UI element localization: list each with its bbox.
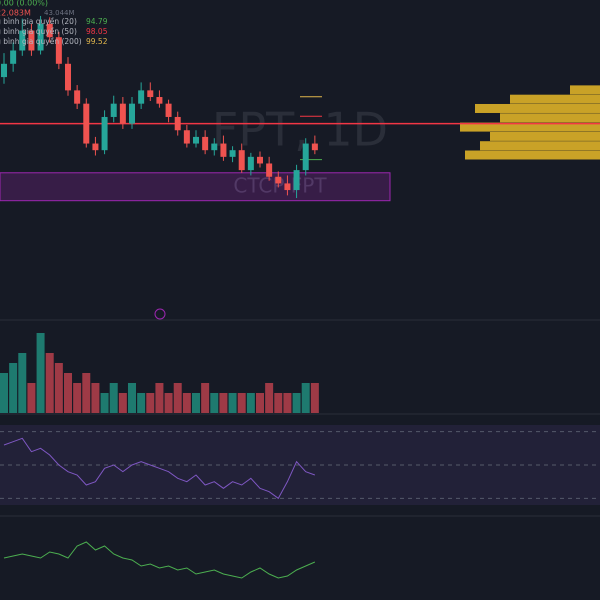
volume-bar	[164, 393, 173, 413]
volume-bar	[192, 393, 200, 413]
profile-bar	[465, 150, 600, 160]
volume-bar	[219, 393, 228, 413]
volume-bar	[45, 353, 54, 413]
volume-label: 22.083M	[0, 9, 31, 18]
candle-body	[119, 103, 126, 124]
volume-bar	[27, 383, 36, 413]
rsi-line	[3, 437, 316, 500]
profile-bar	[510, 94, 600, 104]
candle-body	[37, 23, 44, 51]
candle-body	[193, 136, 199, 144]
candle-body	[284, 183, 291, 191]
candle-body	[129, 103, 135, 124]
volume-bar	[237, 393, 246, 413]
volume-bar	[246, 393, 255, 413]
candle-body	[247, 156, 254, 171]
candle-body	[293, 170, 300, 191]
candle-body	[211, 143, 218, 151]
candle-body	[46, 23, 53, 38]
volume-label2: 43.044M	[44, 9, 75, 17]
candle-body	[183, 130, 190, 144]
candle-body	[238, 150, 245, 171]
candle-body	[311, 143, 318, 151]
profile-bar	[475, 103, 600, 113]
candle-body	[147, 90, 154, 98]
volume-bar	[0, 373, 8, 413]
volume-bar	[36, 333, 45, 413]
candle-body	[10, 50, 17, 64]
volume-bar	[265, 383, 274, 413]
volume-bar	[54, 363, 63, 413]
volume-bar	[228, 393, 237, 413]
volume-bar	[18, 353, 27, 413]
ma-value: 99.52	[86, 37, 108, 46]
volume-bar	[256, 393, 264, 413]
candle-body	[174, 116, 181, 131]
volume-bar	[301, 383, 310, 413]
candle-body	[92, 143, 99, 151]
volume-bar	[274, 393, 283, 413]
volume-bar	[64, 373, 72, 413]
volume-bar	[283, 393, 292, 413]
volume-bar	[128, 383, 136, 413]
ma-value: 98.05	[86, 27, 108, 36]
zone	[0, 172, 391, 202]
candle-body	[202, 136, 209, 151]
volume-bar	[146, 393, 155, 413]
candle-body	[83, 103, 90, 144]
profile-bar	[480, 141, 600, 151]
volume-bar	[292, 393, 301, 413]
ma-name: Trung bình gia quyền (20)	[0, 17, 77, 26]
volume-bar	[91, 383, 100, 413]
ma-value: 94.79	[86, 17, 108, 26]
oscillator-line	[3, 541, 316, 579]
volume-bar	[137, 393, 146, 413]
candle-body	[1, 63, 7, 78]
candle-body	[229, 150, 236, 157]
candle-body	[110, 103, 117, 117]
profile-bar	[570, 85, 600, 95]
volume-bar	[173, 383, 182, 413]
candle-body	[257, 156, 263, 164]
volume-bar	[182, 393, 191, 413]
candle-body	[220, 143, 227, 157]
volume-bar	[109, 383, 118, 413]
volume-bar	[201, 383, 210, 413]
candle-body	[65, 63, 71, 91]
candle-body	[19, 30, 26, 51]
candle-body	[156, 97, 163, 104]
dividend-marker[interactable]	[154, 308, 166, 320]
candle-body	[275, 176, 282, 184]
volume-bar	[155, 383, 164, 413]
candle-body	[55, 37, 62, 64]
volume-bar	[82, 373, 91, 413]
change: 0.00 (0.00%)	[0, 0, 48, 8]
volume-bar	[100, 393, 109, 413]
profile-bar	[460, 122, 600, 132]
volume-bar	[210, 393, 219, 413]
profile-bar	[500, 113, 600, 123]
profile-bar	[490, 131, 600, 141]
ma-name: Trung bình gia quyền (50)	[0, 27, 77, 36]
candle-body	[28, 30, 35, 51]
candle-body	[302, 143, 309, 171]
ma-name: Trung bình gia quyền (200)	[0, 37, 82, 46]
candle-body	[101, 116, 108, 151]
candle-body	[165, 103, 172, 117]
candle-body	[266, 163, 273, 177]
volume-bar	[118, 393, 127, 413]
candle-body	[74, 90, 81, 104]
volume-bar	[310, 383, 319, 413]
volume-bar	[9, 363, 18, 413]
candle-body	[138, 90, 145, 104]
watermark: FPT, 1D	[212, 103, 388, 157]
volume-bar	[73, 383, 82, 413]
